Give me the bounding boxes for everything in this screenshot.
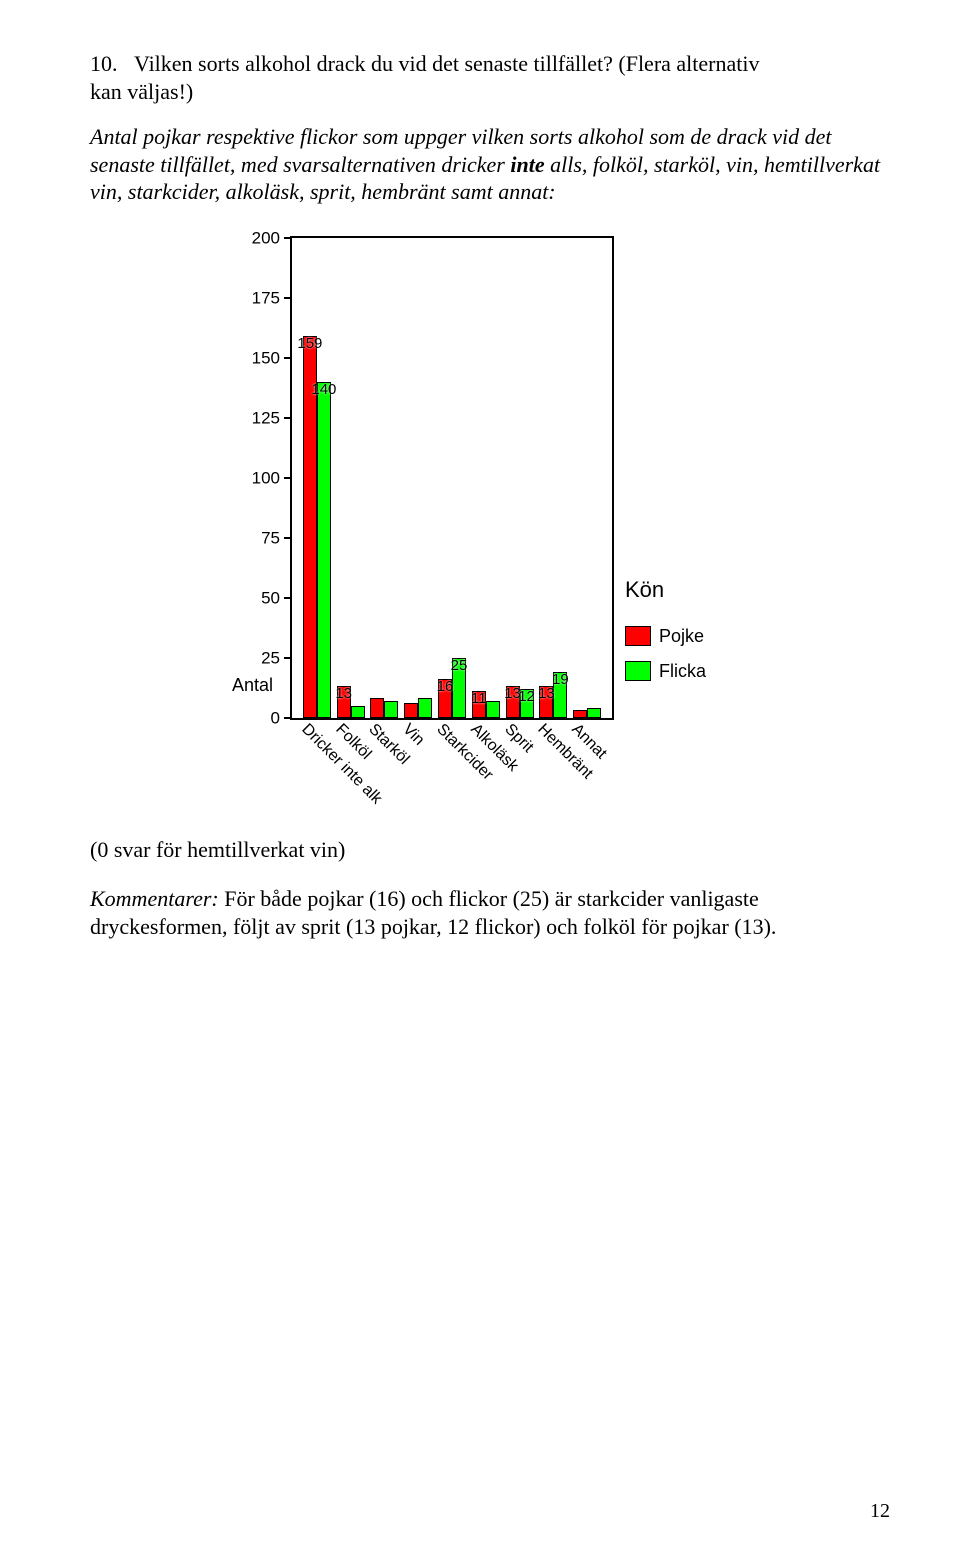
comment-label: Kommentarer: [90, 886, 219, 911]
bar-flicka: 12 [520, 689, 534, 718]
question-description: Antal pojkar respektive flickor som uppg… [90, 123, 890, 206]
y-tick-label: 150 [252, 347, 280, 368]
y-tick [284, 717, 292, 719]
bar-pojke: 13 [337, 686, 351, 717]
bar-pojke: 13 [539, 686, 553, 717]
bar-value-label: 16 [437, 679, 454, 694]
bar-value-label: 140 [311, 382, 336, 397]
question-number: 10. [90, 51, 118, 76]
bar-value-label: 11 [471, 691, 487, 706]
bar-flicka [418, 698, 432, 717]
comment-paragraph: Kommentarer: För både pojkar (16) och fl… [90, 885, 890, 940]
chart-container: 1591401316251113121319 02550751001251501… [220, 236, 890, 826]
page-number: 12 [870, 1499, 890, 1524]
bar-value-label: 12 [518, 689, 535, 704]
bar-value-label: 19 [552, 672, 569, 687]
legend-label: Flicka [659, 660, 706, 683]
question: 10. Vilken sorts alkohol drack du vid de… [90, 50, 890, 105]
y-tick [284, 417, 292, 419]
y-tick [284, 657, 292, 659]
y-tick-label: 25 [261, 647, 280, 668]
question-line1: Vilken sorts alkohol drack du vid det se… [134, 51, 760, 76]
y-tick [284, 237, 292, 239]
y-tick-label: 125 [252, 407, 280, 428]
bar-value-label: 13 [538, 686, 555, 701]
bar-flicka [587, 708, 601, 718]
y-tick-label: 75 [261, 527, 280, 548]
legend-item: Pojke [625, 625, 706, 648]
bar-flicka: 19 [553, 672, 567, 718]
y-tick [284, 597, 292, 599]
y-axis-title: Antal [232, 674, 273, 697]
plot-area: 1591401316251113121319 02550751001251501… [290, 236, 614, 720]
legend: Kön Pojke Flicka [625, 576, 706, 695]
legend-swatch [625, 626, 651, 646]
legend-label: Pojke [659, 625, 704, 648]
y-tick-label: 100 [252, 467, 280, 488]
bar-pojke [404, 703, 418, 717]
legend-item: Flicka [625, 660, 706, 683]
bar-flicka: 140 [317, 382, 331, 718]
y-tick-label: 50 [261, 587, 280, 608]
bar-chart: 1591401316251113121319 02550751001251501… [220, 236, 760, 826]
question-line2: kan väljas!) [90, 79, 193, 104]
y-tick-label: 0 [271, 707, 280, 728]
y-tick [284, 477, 292, 479]
y-tick-label: 175 [252, 287, 280, 308]
bar-pojke: 16 [438, 679, 452, 717]
bar-flicka [486, 701, 500, 718]
bar-flicka [384, 701, 398, 718]
bar-pojke: 11 [472, 691, 486, 717]
bars-layer: 1591401316251113121319 [292, 238, 612, 718]
bar-flicka: 25 [452, 658, 466, 718]
bar-flicka [351, 706, 365, 718]
legend-title: Kön [625, 576, 706, 604]
bar-pojke [573, 710, 587, 717]
chart-footnote: (0 svar för hemtillverkat vin) [90, 836, 890, 864]
y-tick [284, 297, 292, 299]
desc-bold: inte [510, 152, 544, 177]
bar-value-label: 159 [297, 336, 322, 351]
y-tick-label: 200 [252, 227, 280, 248]
y-tick [284, 357, 292, 359]
y-tick [284, 537, 292, 539]
bar-value-label: 25 [451, 658, 468, 673]
bar-value-label: 13 [335, 686, 352, 701]
bar-pojke [370, 698, 384, 717]
legend-swatch [625, 661, 651, 681]
